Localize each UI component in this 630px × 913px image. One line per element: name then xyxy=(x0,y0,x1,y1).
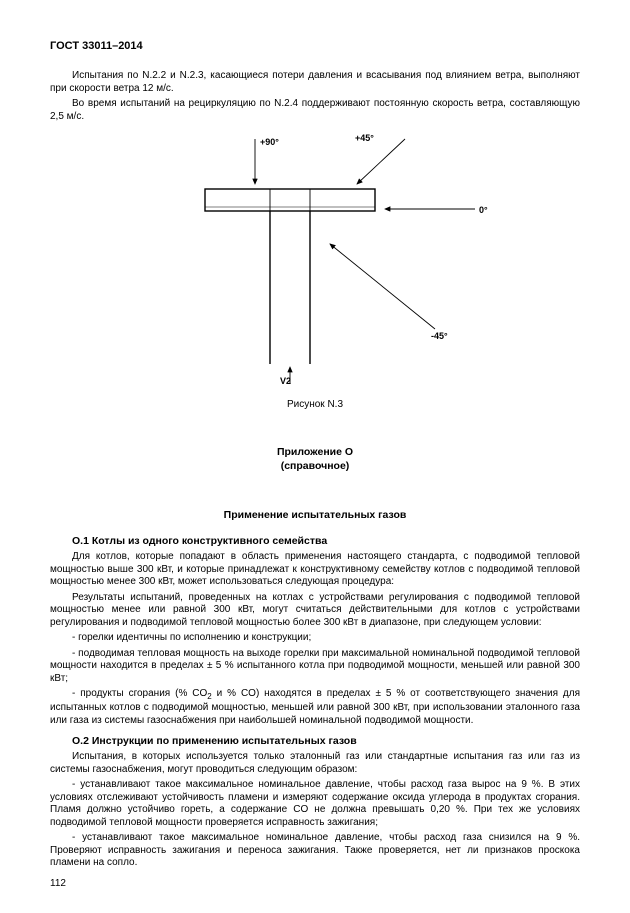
label-p45: +45° xyxy=(355,133,374,143)
o1-b2: - подводимая тепловая мощность на выходе… xyxy=(50,648,580,686)
document-header: ГОСТ 33011–2014 xyxy=(50,40,580,52)
paragraph-1: Испытания по N.2.2 и N.2.3, касающиеся п… xyxy=(50,70,580,95)
o1-p1: Для котлов, которые попадают в область п… xyxy=(50,551,580,589)
o2-title: О.2 Инструкции по применению испытательн… xyxy=(50,735,580,747)
o1-b1: - горелки идентичны по исполнению и конс… xyxy=(50,632,580,645)
appendix-line1: Приложение О xyxy=(277,446,353,458)
label-v2: V2 xyxy=(280,376,291,386)
o2-p1: Испытания, в которых используется только… xyxy=(50,751,580,776)
paragraph-2: Во время испытаний на рециркуляцию по N.… xyxy=(50,98,580,123)
page-number: 112 xyxy=(50,878,580,889)
page: ГОСТ 33011–2014 Испытания по N.2.2 и N.2… xyxy=(0,0,630,909)
label-0: 0° xyxy=(479,205,488,215)
appendix-line2: (справочное) xyxy=(281,460,350,472)
section-title: Применение испытательных газов xyxy=(50,509,580,521)
appendix-title: Приложение О (справочное) xyxy=(50,446,580,473)
o1-b3: - продукты сгорания (% CO2 и % CO) наход… xyxy=(50,688,580,727)
o2-b2: - устанавливают такое максимальное номин… xyxy=(50,832,580,870)
o1-p2: Результаты испытаний, проведенных на кот… xyxy=(50,592,580,630)
o1-b3-pre: - продукты сгорания (% CO xyxy=(72,688,207,699)
figure-caption: Рисунок N.3 xyxy=(50,399,580,410)
o2-b1: - устанавливают такое максимальное номин… xyxy=(50,779,580,829)
label-90: +90° xyxy=(260,137,279,147)
figure-n3: +90° +45° 0° -45° V2 xyxy=(135,129,495,389)
label-m45: -45° xyxy=(431,331,448,341)
o1-title: О.1 Котлы из одного конструктивного семе… xyxy=(50,535,580,547)
